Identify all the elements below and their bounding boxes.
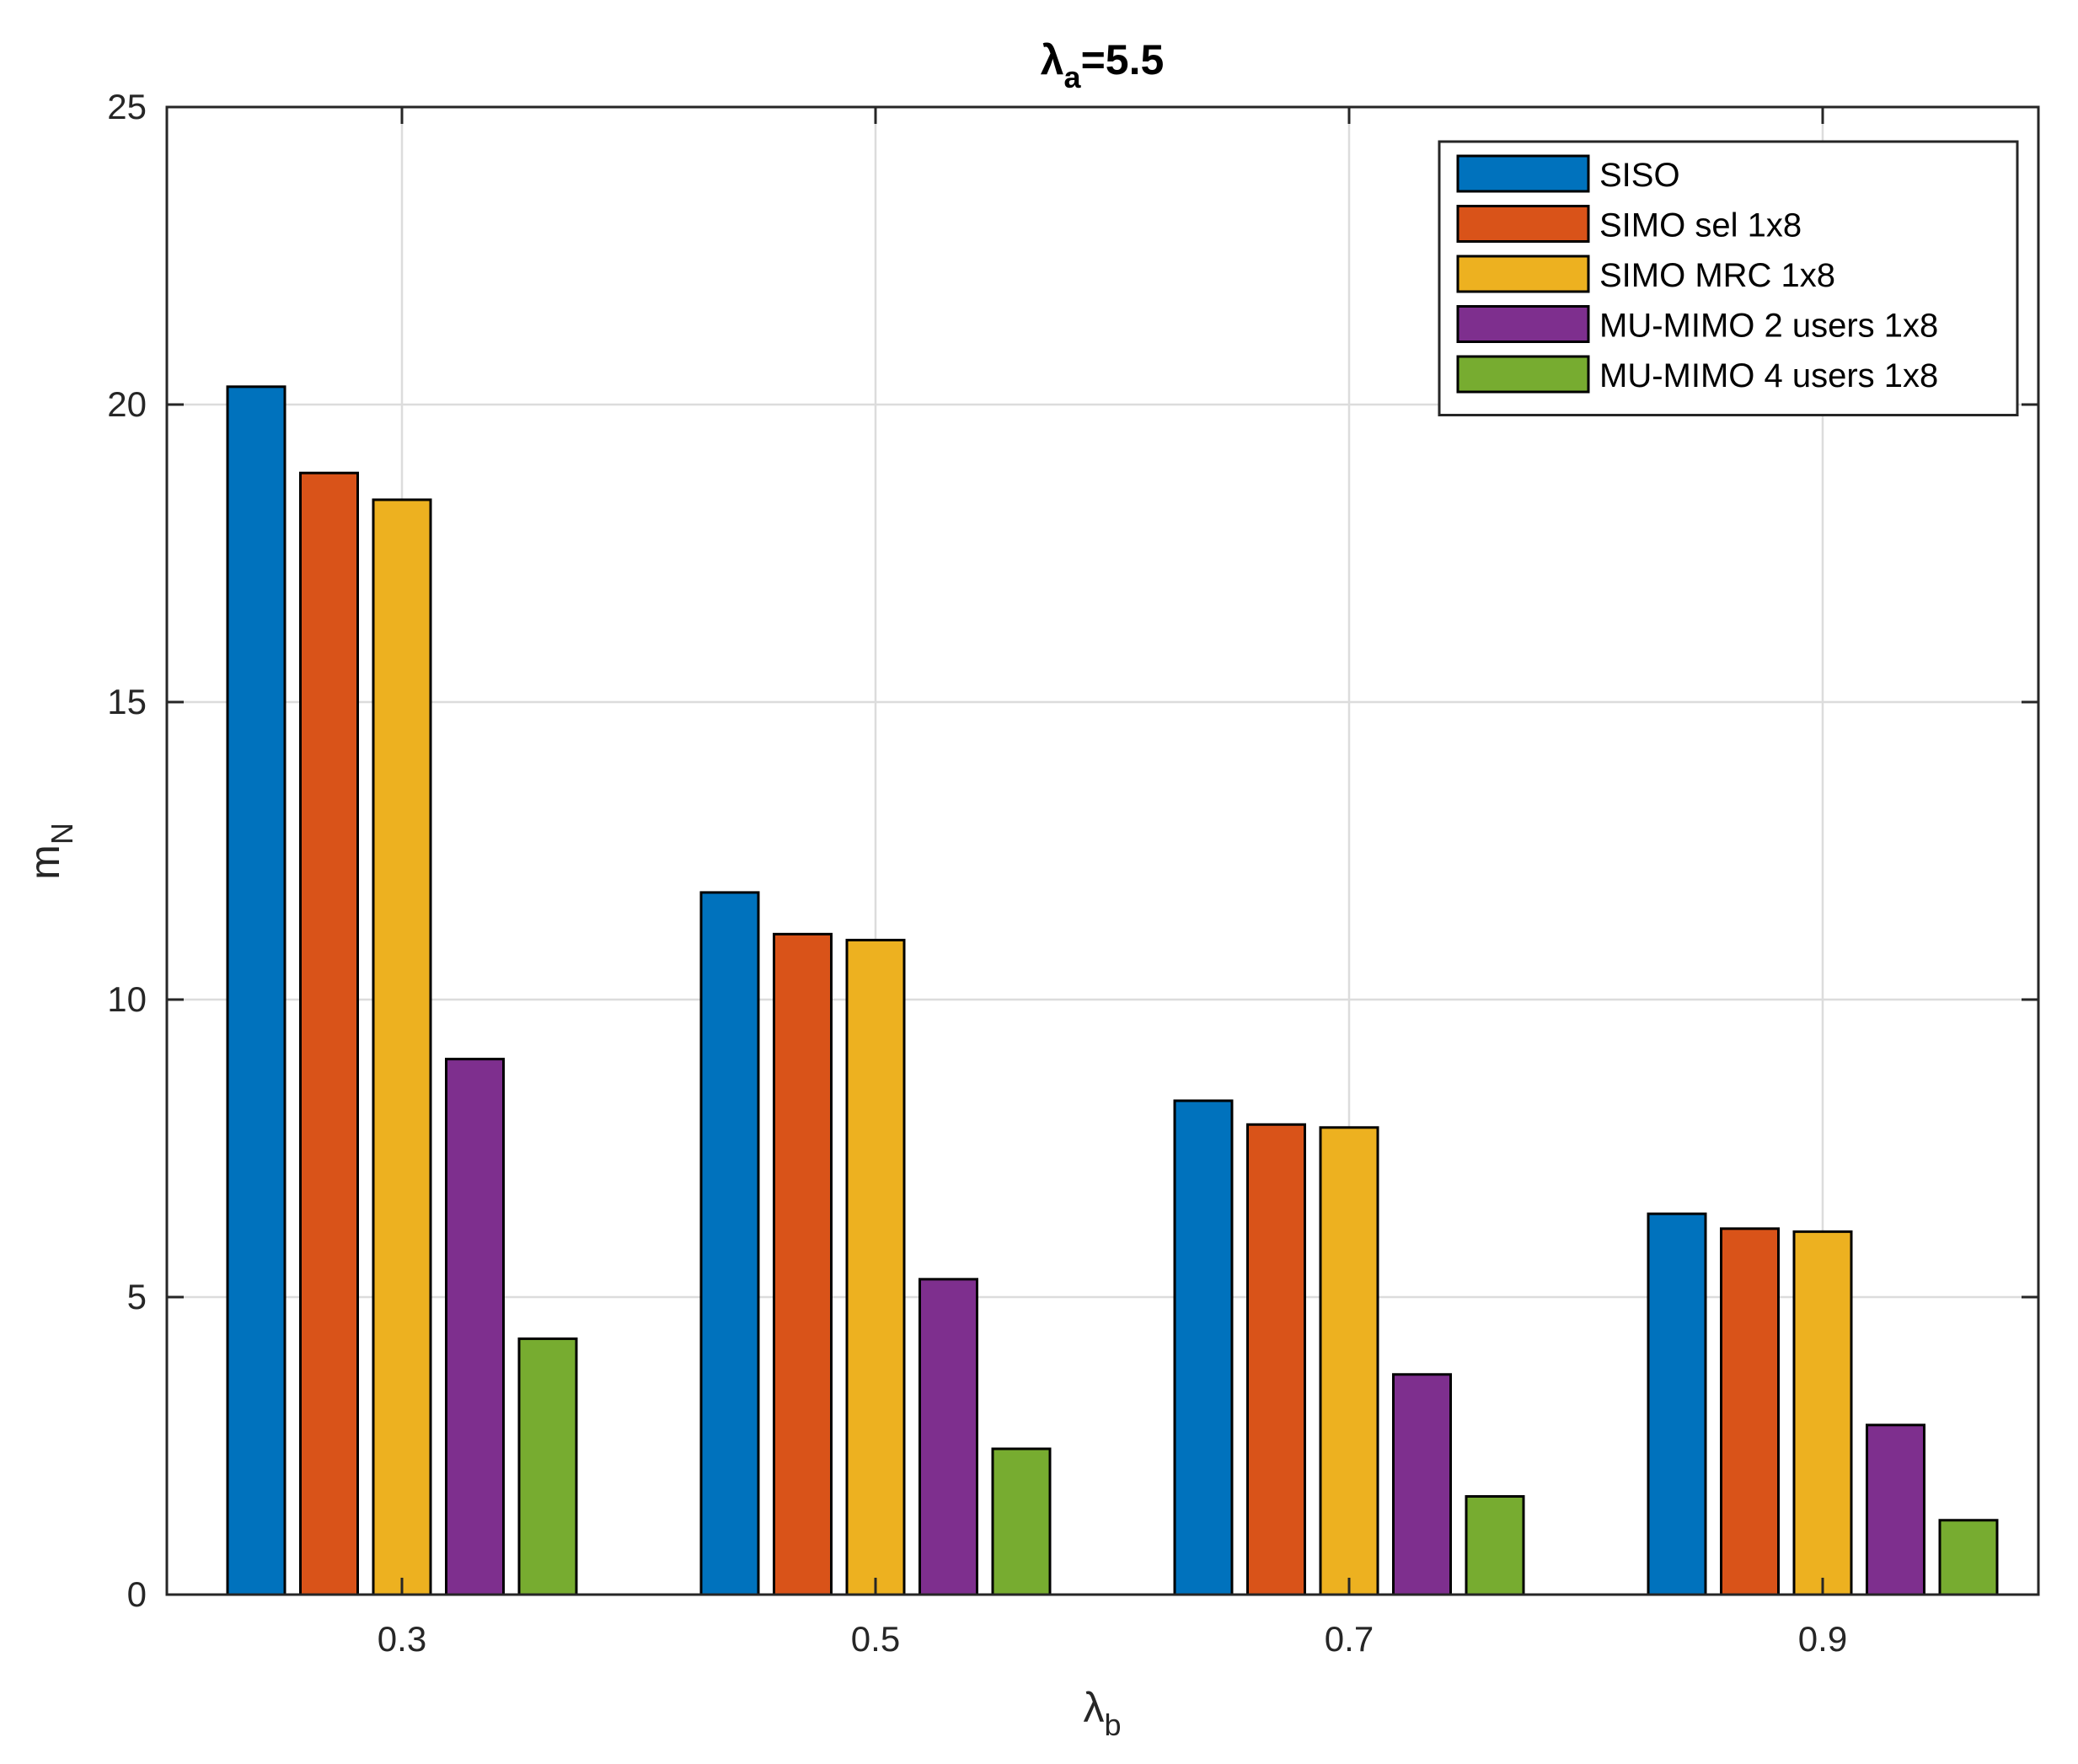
- bar-simo-mrc-1x8-0.5: [845, 938, 906, 1596]
- bar-siso-0.9: [1647, 1212, 1707, 1596]
- y-tick-label: 15: [107, 682, 147, 721]
- title-symbol: λ: [1041, 36, 1064, 83]
- legend-label: SIMO sel 1x8: [1599, 207, 1802, 244]
- bar-mu-mimo-2-users-1x8-0.3: [445, 1058, 505, 1596]
- legend-swatch: [1456, 154, 1590, 193]
- legend: SISO SIMO sel 1x8 SIMO MRC 1x8 MU-MIMO 2 us…: [1438, 140, 2019, 416]
- bar-siso-0.5: [699, 891, 760, 1596]
- legend-label: SISO: [1599, 157, 1680, 194]
- bar-simo-mrc-1x8-0.9: [1792, 1230, 1853, 1596]
- legend-swatch: [1456, 255, 1590, 293]
- ylabel-symbol: m: [21, 844, 68, 880]
- x-tick-label: 0.3: [378, 1619, 426, 1659]
- bar-mu-mimo-2-users-1x8-0.9: [1866, 1424, 1925, 1596]
- xlabel-subscript: b: [1104, 1708, 1121, 1742]
- x-tick-label: 0.5: [851, 1619, 900, 1659]
- x-axis-label: λb: [1083, 1684, 1121, 1742]
- legend-label: MU-MIMO 2 users 1x8: [1599, 308, 1938, 345]
- bar-mu-mimo-2-users-1x8-0.7: [1392, 1373, 1452, 1596]
- xlabel-symbol: λ: [1083, 1684, 1104, 1731]
- x-tick-label: 0.9: [1798, 1619, 1847, 1659]
- bar-mu-mimo-4-users-1x8-0.7: [1465, 1495, 1525, 1596]
- bar-simo-sel-1x8-0.7: [1246, 1123, 1306, 1596]
- chart-title: λa=5.5: [1041, 36, 1165, 94]
- legend-swatch: [1456, 355, 1590, 394]
- title-suffix: =5.5: [1081, 36, 1165, 83]
- legend-label: MU-MIMO 4 users 1x8: [1599, 357, 1938, 394]
- ticks: 0 5 10 15 20 25 0.3 0.5 0.7 0.9: [107, 87, 2038, 1659]
- title-subscript: a: [1064, 60, 1082, 94]
- y-tick-label: 20: [107, 384, 147, 424]
- bar-mu-mimo-4-users-1x8-0.3: [517, 1337, 578, 1596]
- legend-label: SIMO MRC 1x8: [1599, 257, 1835, 294]
- y-axis-label: mN: [21, 823, 79, 880]
- bars: [226, 385, 1999, 1596]
- bar-siso-0.3: [226, 385, 287, 1596]
- axes-box: [165, 105, 2040, 1596]
- bar-mu-mimo-4-users-1x8-0.9: [1938, 1519, 1999, 1596]
- legend-swatch: [1456, 305, 1590, 343]
- bar-mu-mimo-2-users-1x8-0.5: [918, 1278, 978, 1596]
- legend-swatch: [1456, 205, 1590, 243]
- bar-simo-sel-1x8-0.3: [299, 471, 359, 1596]
- y-tick-label: 25: [107, 87, 147, 126]
- ylabel-subscript: N: [45, 823, 79, 844]
- bar-simo-sel-1x8-0.9: [1720, 1227, 1780, 1596]
- y-tick-label: 5: [127, 1277, 147, 1316]
- bar-simo-mrc-1x8-0.7: [1319, 1126, 1379, 1596]
- x-tick-label: 0.7: [1325, 1619, 1374, 1659]
- bar-simo-mrc-1x8-0.3: [372, 498, 432, 1596]
- bar-mu-mimo-4-users-1x8-0.5: [991, 1447, 1052, 1596]
- y-tick-label: 0: [127, 1574, 147, 1614]
- bar-siso-0.7: [1173, 1099, 1234, 1596]
- y-tick-label: 10: [107, 979, 147, 1019]
- bar-simo-sel-1x8-0.5: [773, 932, 833, 1596]
